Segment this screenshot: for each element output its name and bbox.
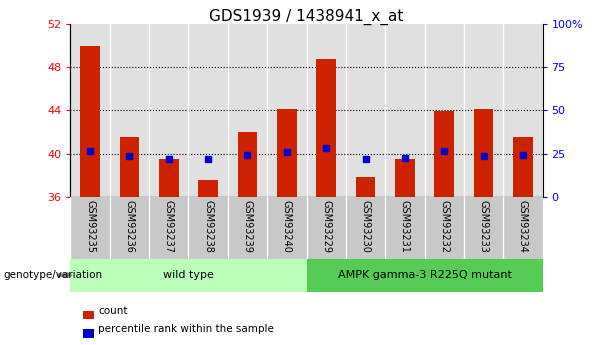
Text: GSM93238: GSM93238	[203, 200, 213, 253]
Text: GSM93232: GSM93232	[439, 200, 449, 253]
Bar	[474, 109, 493, 197]
Text: GSM93237: GSM93237	[164, 200, 174, 253]
Text: GSM93233: GSM93233	[479, 200, 489, 253]
Text: GSM93235: GSM93235	[85, 200, 95, 253]
Text: GDS1939 / 1438941_x_at: GDS1939 / 1438941_x_at	[209, 9, 404, 25]
Bar	[513, 137, 533, 197]
Text: count: count	[98, 306, 128, 315]
Bar	[277, 109, 297, 197]
Text: GSM93240: GSM93240	[282, 200, 292, 253]
Bar	[435, 111, 454, 197]
Text: GSM93236: GSM93236	[124, 200, 134, 253]
Bar	[356, 177, 375, 197]
Text: GSM93229: GSM93229	[321, 200, 331, 253]
Bar	[238, 132, 257, 197]
Text: genotype/variation: genotype/variation	[3, 270, 102, 280]
Bar	[80, 46, 100, 197]
Bar	[395, 159, 414, 197]
Text: percentile rank within the sample: percentile rank within the sample	[98, 325, 274, 334]
Text: GSM93231: GSM93231	[400, 200, 410, 253]
Bar	[120, 137, 139, 197]
Text: GSM93239: GSM93239	[243, 200, 253, 253]
Bar	[316, 59, 336, 197]
Text: AMPK gamma-3 R225Q mutant: AMPK gamma-3 R225Q mutant	[338, 270, 511, 280]
Text: GSM93230: GSM93230	[360, 200, 370, 253]
Text: GSM93234: GSM93234	[518, 200, 528, 253]
Bar	[159, 159, 178, 197]
Bar	[199, 180, 218, 197]
Text: wild type: wild type	[163, 270, 214, 280]
